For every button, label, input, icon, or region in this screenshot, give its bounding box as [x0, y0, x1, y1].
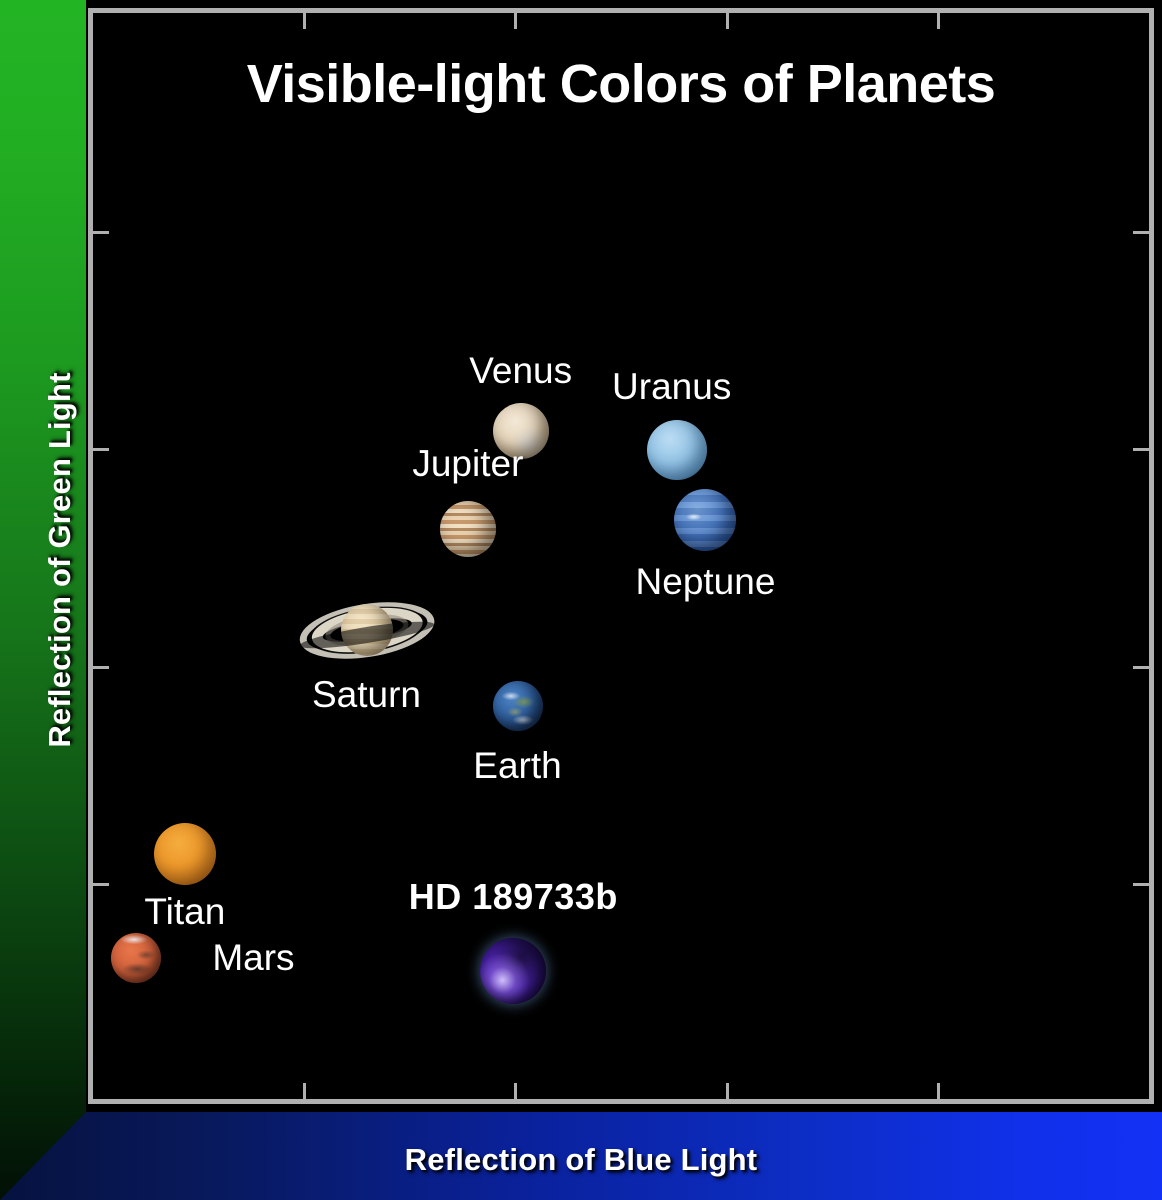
planet-body-uranus — [646, 419, 707, 480]
point-label-hd-189733b: HD 189733b — [408, 876, 618, 917]
point-label-jupiter: Jupiter — [412, 442, 524, 484]
point-label-earth: Earth — [473, 744, 562, 786]
x-axis-tick-bottom-0 — [303, 1083, 307, 1099]
planet-body-venus — [492, 403, 549, 460]
x-axis-tick-bottom-3 — [936, 1083, 940, 1099]
x-axis-tick-bottom-1 — [514, 1083, 518, 1099]
planet-body-mars — [111, 932, 162, 983]
point-label-mars: Mars — [212, 936, 295, 978]
plot-canvas: Visible-light Colors of Planets Venus Ura… — [93, 13, 1149, 1099]
point-label-neptune: Neptune — [635, 561, 776, 603]
y-axis-tick-right-2 — [1133, 448, 1149, 452]
x-axis-label: Reflection of Blue Light — [404, 1142, 758, 1177]
y-axis-tick-right-0 — [1133, 882, 1149, 886]
y-axis-label: Reflection of Green Light — [42, 372, 77, 748]
point-label-uranus: Uranus — [612, 365, 732, 407]
planet-body-hd-189733b — [480, 937, 547, 1004]
x-axis-tick-top-3 — [936, 13, 940, 29]
planet-body-jupiter — [439, 500, 496, 557]
plot-area: Visible-light Colors of Planets Venus Ura… — [88, 8, 1154, 1104]
y-axis-tick-right-1 — [1133, 665, 1149, 669]
point-label-titan: Titan — [144, 891, 226, 933]
y-axis-tick-right-3 — [1133, 231, 1149, 235]
green-axis-gradient-bar — [0, 0, 86, 1200]
planet-body-titan — [153, 822, 216, 885]
y-axis-tick-left-2 — [93, 448, 109, 452]
y-axis-tick-left-3 — [93, 231, 109, 235]
point-label-saturn: Saturn — [311, 674, 422, 715]
chart-title: Visible-light Colors of Planets — [246, 54, 996, 114]
point-label-venus: Venus — [469, 350, 573, 392]
y-axis-tick-left-0 — [93, 882, 109, 886]
x-axis-tick-bottom-2 — [725, 1083, 729, 1099]
planet-body-earth — [492, 680, 543, 731]
x-axis-tick-top-0 — [303, 13, 307, 29]
planet-body-neptune — [674, 489, 737, 552]
x-axis-tick-top-2 — [725, 13, 729, 29]
y-axis-tick-left-1 — [93, 665, 109, 669]
x-axis-tick-top-1 — [514, 13, 518, 29]
blue-axis-gradient-bar — [0, 1112, 1162, 1200]
